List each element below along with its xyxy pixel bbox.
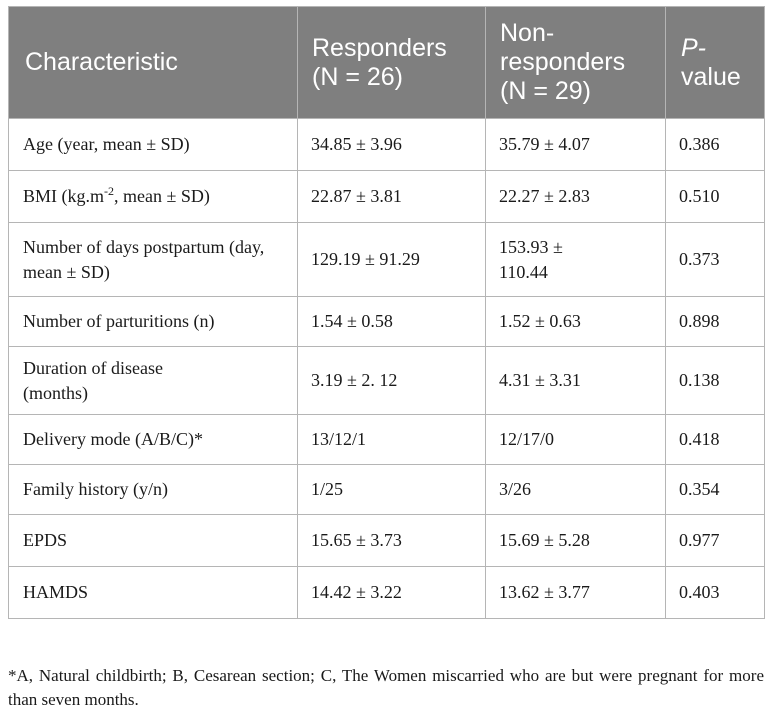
cell-characteristic: EPDS xyxy=(8,514,298,567)
cell-responders: 13/12/1 xyxy=(297,414,486,465)
cell-nonresponders: 153.93 ± 110.44 xyxy=(485,222,666,297)
characteristic-text-end: , mean ± SD) xyxy=(114,186,210,206)
table-container: Characteristic Responders (N = 26) Non-r… xyxy=(8,6,765,619)
table-row: HAMDS 14.42 ± 3.22 13.62 ± 3.77 0.403 xyxy=(8,566,765,619)
table-row: Number of days postpartum (day, mean ± S… xyxy=(8,222,765,297)
cell-p-value: 0.403 xyxy=(665,566,765,619)
cell-responders: 3.19 ± 2. 12 xyxy=(297,346,486,415)
cell-characteristic: BMI (kg.m-2, mean ± SD) xyxy=(8,170,298,223)
table-row: BMI (kg.m-2, mean ± SD) 22.87 ± 3.81 22.… xyxy=(8,170,765,223)
cell-characteristic: HAMDS xyxy=(8,566,298,619)
cell-responders: 34.85 ± 3.96 xyxy=(297,118,486,171)
header-p-value: P-value xyxy=(665,6,765,119)
cell-p-value: 0.354 xyxy=(665,464,765,515)
cell-responders: 1/25 xyxy=(297,464,486,515)
cell-p-value: 0.418 xyxy=(665,414,765,465)
cell-characteristic: Family history (y/n) xyxy=(8,464,298,515)
header-responders: Responders (N = 26) xyxy=(297,6,486,119)
cell-responders: 22.87 ± 3.81 xyxy=(297,170,486,223)
header-nonresponders: Non-responders (N = 29) xyxy=(485,6,666,119)
table-row: Delivery mode (A/B/C)* 13/12/1 12/17/0 0… xyxy=(8,414,765,465)
cell-nonresponders: 15.69 ± 5.28 xyxy=(485,514,666,567)
cell-nonresponders: 12/17/0 xyxy=(485,414,666,465)
cell-p-value: 0.510 xyxy=(665,170,765,223)
table-footnote: *A, Natural childbirth; B, Cesarean sect… xyxy=(8,666,764,709)
characteristics-table: Characteristic Responders (N = 26) Non-r… xyxy=(8,6,765,619)
cell-nonresponders: 13.62 ± 3.77 xyxy=(485,566,666,619)
cell-characteristic: Age (year, mean ± SD) xyxy=(8,118,298,171)
cell-p-value: 0.898 xyxy=(665,296,765,347)
cell-p-value: 0.373 xyxy=(665,222,765,297)
cell-nonresponders: 3/26 xyxy=(485,464,666,515)
table-header: Characteristic Responders (N = 26) Non-r… xyxy=(8,6,765,119)
cell-p-value: 0.386 xyxy=(665,118,765,171)
table-row: Number of parturitions (n) 1.54 ± 0.58 1… xyxy=(8,296,765,347)
header-characteristic: Characteristic xyxy=(8,6,298,119)
cell-nonresponders: 1.52 ± 0.63 xyxy=(485,296,666,347)
cell-characteristic: Delivery mode (A/B/C)* xyxy=(8,414,298,465)
table-row: Age (year, mean ± SD) 34.85 ± 3.96 35.79… xyxy=(8,118,765,171)
cell-responders: 1.54 ± 0.58 xyxy=(297,296,486,347)
table-body: Age (year, mean ± SD) 34.85 ± 3.96 35.79… xyxy=(8,118,765,619)
table-row: Duration of disease (months) 3.19 ± 2. 1… xyxy=(8,346,765,415)
header-row: Characteristic Responders (N = 26) Non-r… xyxy=(8,6,765,119)
cell-nonresponders: 35.79 ± 4.07 xyxy=(485,118,666,171)
cell-characteristic: Duration of disease (months) xyxy=(8,346,298,415)
characteristic-text: BMI (kg.m xyxy=(23,186,104,206)
cell-responders: 15.65 ± 3.73 xyxy=(297,514,486,567)
cell-nonresponders: 22.27 ± 2.83 xyxy=(485,170,666,223)
cell-p-value: 0.138 xyxy=(665,346,765,415)
table-row: EPDS 15.65 ± 3.73 15.69 ± 5.28 0.977 xyxy=(8,514,765,567)
cell-nonresponders: 4.31 ± 3.31 xyxy=(485,346,666,415)
cell-responders: 14.42 ± 3.22 xyxy=(297,566,486,619)
table-row: Family history (y/n) 1/25 3/26 0.354 xyxy=(8,464,765,515)
cell-characteristic: Number of parturitions (n) xyxy=(8,296,298,347)
cell-characteristic: Number of days postpartum (day, mean ± S… xyxy=(8,222,298,297)
header-p-rest: value xyxy=(681,62,741,91)
cell-responders: 129.19 ± 91.29 xyxy=(297,222,486,297)
characteristic-superscript: -2 xyxy=(104,184,114,198)
cell-p-value: 0.977 xyxy=(665,514,765,567)
header-p-italic: P- xyxy=(681,33,706,62)
